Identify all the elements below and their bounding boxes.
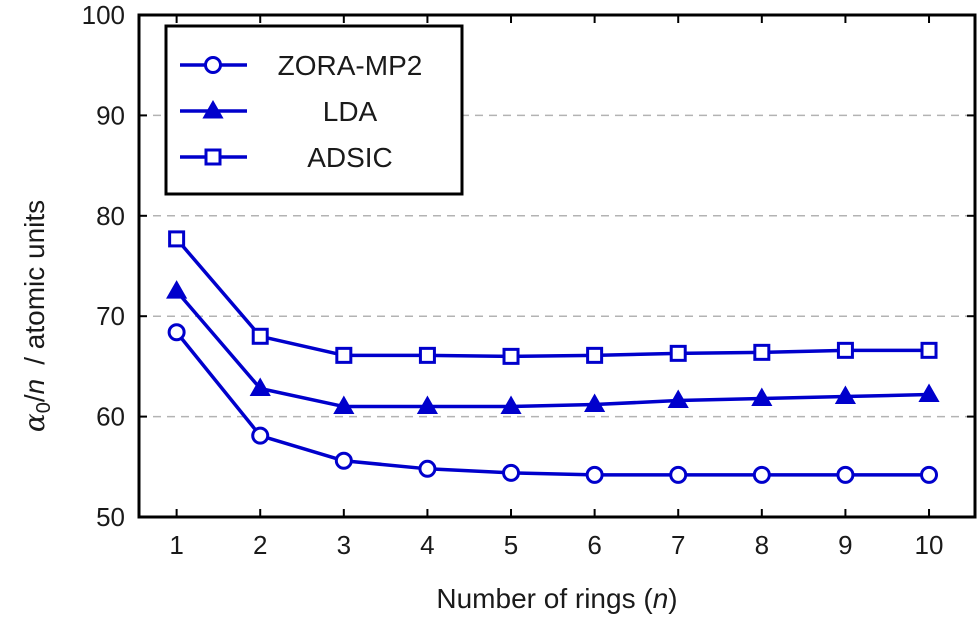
data-point-zora-mp2-8 bbox=[752, 465, 771, 484]
data-point-zora-mp2-9 bbox=[836, 465, 855, 484]
data-point-zora-mp2-7 bbox=[669, 465, 688, 484]
legend-marker-adsic bbox=[204, 148, 222, 166]
data-point-adsic-9 bbox=[836, 341, 854, 359]
y-tick-label-90: 90 bbox=[96, 100, 125, 130]
y-tick-label-100: 100 bbox=[82, 0, 125, 30]
data-point-lda-9 bbox=[834, 385, 857, 405]
data-point-lda-7 bbox=[667, 389, 689, 409]
data-point-lda-3 bbox=[333, 395, 355, 415]
axis-ticks: 50 60 70 80 90 100 1 2 3 4 5 6 7 8 9 10 bbox=[82, 0, 975, 560]
y-axis-label: α0/n/ atomic units bbox=[18, 200, 55, 432]
x-axis-label: Number of rings (n) bbox=[436, 583, 677, 614]
x-tick-label-10: 10 bbox=[915, 530, 944, 560]
series-line-adsic bbox=[175, 237, 930, 359]
data-point-lda-1 bbox=[166, 280, 188, 299]
series-lda bbox=[166, 280, 940, 415]
data-point-zora-mp2-3 bbox=[334, 451, 353, 470]
y-tick-label-70: 70 bbox=[96, 301, 125, 331]
y-tick-label-60: 60 bbox=[96, 402, 125, 432]
x-tick-label-9: 9 bbox=[838, 530, 852, 560]
data-point-lda-6 bbox=[584, 393, 606, 413]
plot-frame bbox=[137, 13, 977, 519]
y-tick-label-80: 80 bbox=[96, 201, 125, 231]
data-point-adsic-3 bbox=[335, 346, 353, 364]
legend-marker-lda bbox=[202, 99, 224, 119]
x-tick-label-5: 5 bbox=[504, 530, 518, 560]
legend-item-adsic: ADSIC bbox=[180, 142, 393, 173]
x-tick-label-4: 4 bbox=[420, 530, 434, 560]
data-point-zora-mp2-1 bbox=[167, 323, 186, 342]
data-point-adsic-10 bbox=[920, 341, 938, 359]
data-point-lda-2 bbox=[249, 377, 271, 396]
data-point-adsic-4 bbox=[418, 346, 436, 364]
legend-label-adsic: ADSIC bbox=[307, 142, 393, 173]
y-tick-label-50: 50 bbox=[96, 502, 125, 532]
data-point-adsic-5 bbox=[502, 347, 520, 365]
data-point-zora-mp2-4 bbox=[418, 459, 437, 478]
data-point-lda-8 bbox=[751, 387, 773, 407]
legend-item-zora-mp2: ZORA-MP2 bbox=[180, 50, 422, 81]
x-tick-label-8: 8 bbox=[755, 530, 769, 560]
data-point-zora-mp2-5 bbox=[502, 463, 521, 482]
legend-label-lda: LDA bbox=[323, 96, 378, 127]
data-point-lda-5 bbox=[500, 395, 522, 415]
x-tick-label-7: 7 bbox=[671, 530, 685, 560]
series-line-lda bbox=[175, 289, 930, 409]
data-point-zora-mp2-2 bbox=[251, 426, 270, 445]
x-tick-label-2: 2 bbox=[253, 530, 267, 560]
legend: ZORA-MP2 LDA ADSIC bbox=[164, 24, 464, 196]
data-point-adsic-8 bbox=[753, 343, 771, 361]
series-line-zora-mp2 bbox=[175, 331, 930, 477]
data-point-zora-mp2-10 bbox=[920, 465, 939, 484]
legend-marker-zora-mp2 bbox=[204, 56, 222, 74]
data-point-lda-4 bbox=[416, 395, 439, 415]
series-layer bbox=[166, 230, 940, 484]
legend-label-zora-mp2: ZORA-MP2 bbox=[278, 50, 423, 81]
x-tick-label-1: 1 bbox=[169, 530, 183, 560]
data-point-adsic-6 bbox=[586, 346, 604, 364]
data-point-lda-10 bbox=[918, 383, 940, 403]
x-tick-label-6: 6 bbox=[587, 530, 601, 560]
x-tick-label-3: 3 bbox=[337, 530, 351, 560]
series-adsic bbox=[168, 230, 938, 365]
data-point-adsic-1 bbox=[168, 230, 186, 248]
data-point-zora-mp2-6 bbox=[585, 465, 604, 484]
data-point-adsic-2 bbox=[251, 327, 269, 345]
data-point-adsic-7 bbox=[669, 344, 687, 362]
series-zora-mp2 bbox=[167, 323, 939, 484]
legend-item-lda: LDA bbox=[180, 96, 378, 127]
